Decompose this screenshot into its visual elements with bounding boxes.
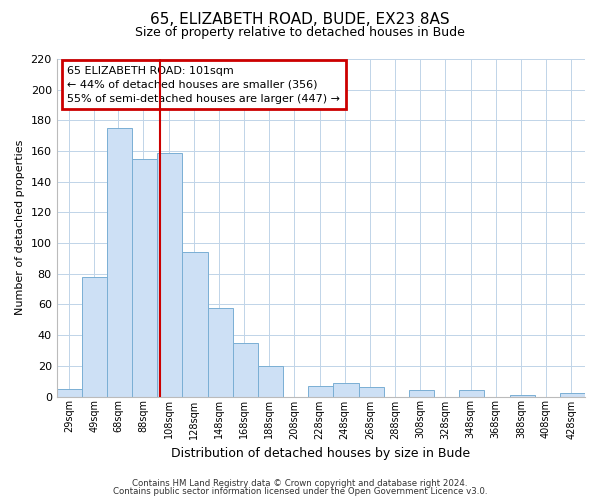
Bar bbox=[258, 366, 283, 396]
Bar bbox=[560, 394, 585, 396]
Bar bbox=[132, 158, 157, 396]
Bar bbox=[308, 386, 334, 396]
X-axis label: Distribution of detached houses by size in Bude: Distribution of detached houses by size … bbox=[171, 447, 470, 460]
Bar bbox=[182, 252, 208, 396]
Bar bbox=[233, 343, 258, 396]
Text: 65, ELIZABETH ROAD, BUDE, EX23 8AS: 65, ELIZABETH ROAD, BUDE, EX23 8AS bbox=[150, 12, 450, 28]
Text: 65 ELIZABETH ROAD: 101sqm
← 44% of detached houses are smaller (356)
55% of semi: 65 ELIZABETH ROAD: 101sqm ← 44% of detac… bbox=[67, 66, 340, 104]
Bar bbox=[509, 395, 535, 396]
Text: Contains HM Land Registry data © Crown copyright and database right 2024.: Contains HM Land Registry data © Crown c… bbox=[132, 479, 468, 488]
Bar bbox=[208, 308, 233, 396]
Bar bbox=[359, 388, 384, 396]
Y-axis label: Number of detached properties: Number of detached properties bbox=[15, 140, 25, 316]
Bar bbox=[56, 389, 82, 396]
Bar bbox=[82, 277, 107, 396]
Bar bbox=[409, 390, 434, 396]
Bar bbox=[459, 390, 484, 396]
Text: Contains public sector information licensed under the Open Government Licence v3: Contains public sector information licen… bbox=[113, 488, 487, 496]
Text: Size of property relative to detached houses in Bude: Size of property relative to detached ho… bbox=[135, 26, 465, 39]
Bar bbox=[107, 128, 132, 396]
Bar bbox=[157, 152, 182, 396]
Bar bbox=[334, 382, 359, 396]
